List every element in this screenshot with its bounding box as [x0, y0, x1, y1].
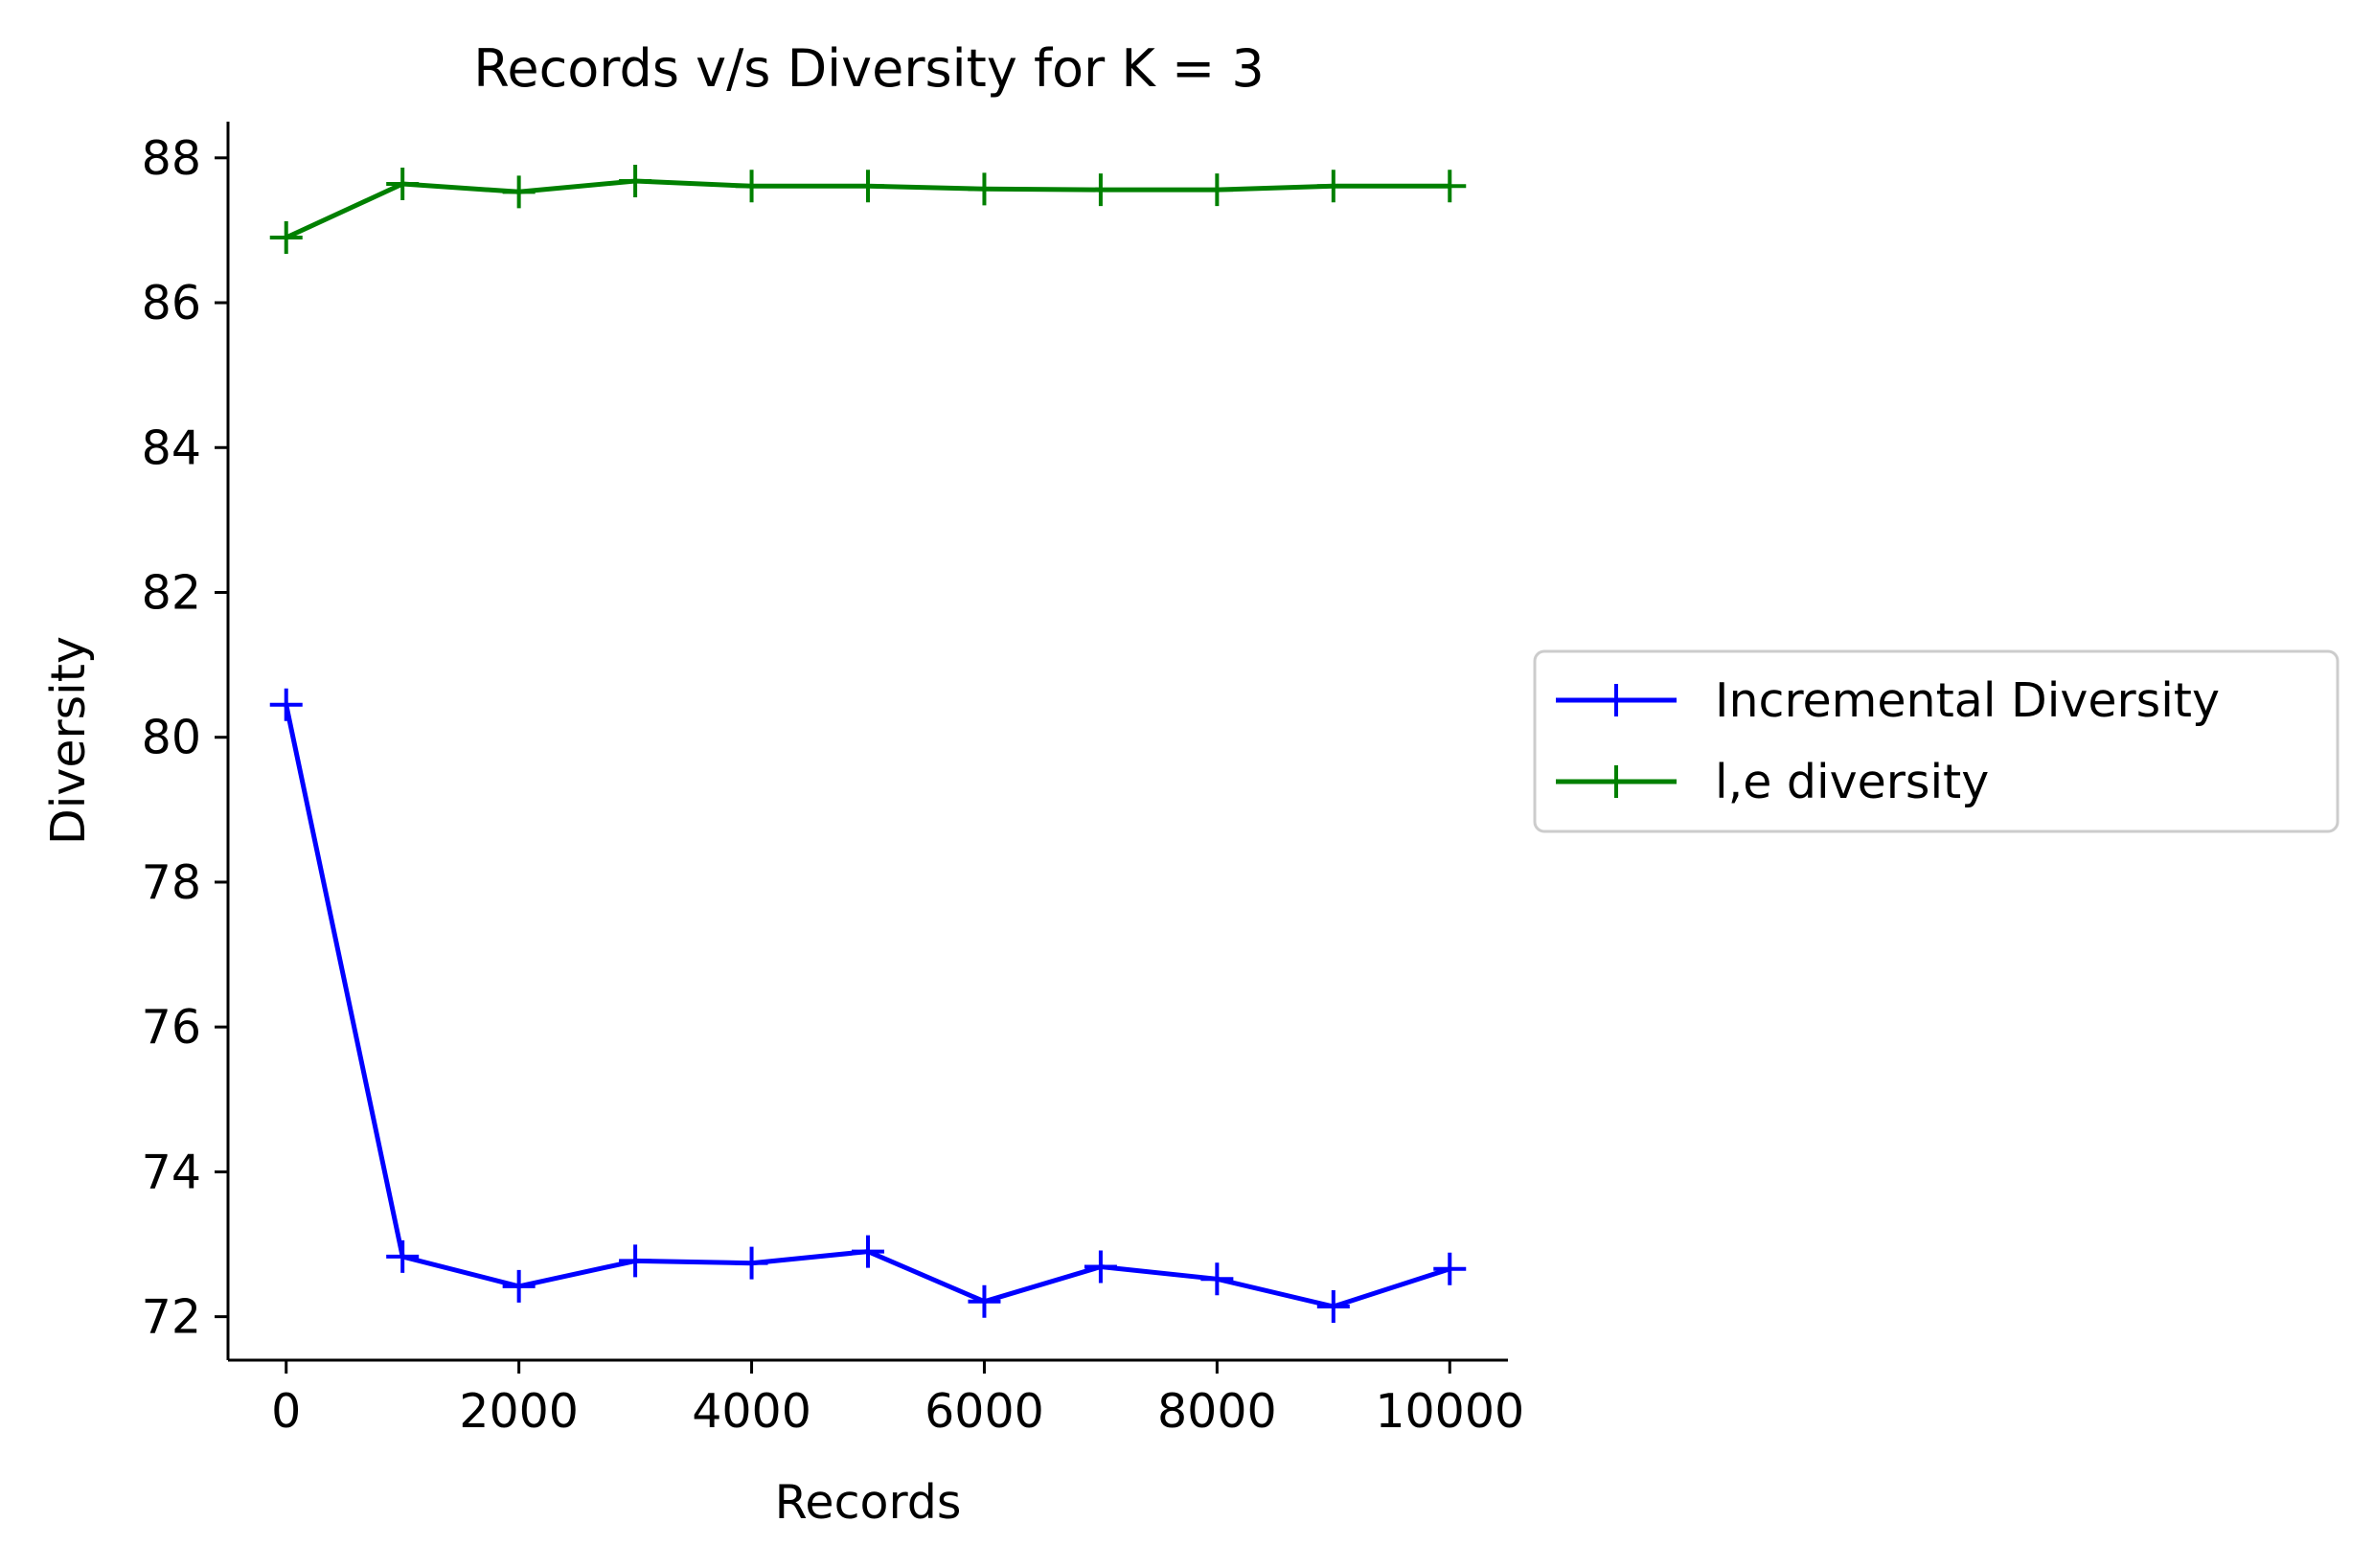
data-point: [968, 1284, 1001, 1318]
series-layer: [269, 165, 1467, 1324]
data-point: [269, 220, 303, 254]
y-tick-label: 82: [142, 565, 201, 620]
x-tick-label: 10000: [1375, 1384, 1524, 1439]
data-point: [735, 170, 768, 203]
data-point: [386, 168, 420, 201]
x-tick-label: 6000: [924, 1384, 1044, 1439]
data-point: [852, 1235, 884, 1268]
y-tick-label: 78: [142, 855, 201, 910]
y-tick-label: 86: [142, 276, 201, 330]
data-point: [968, 172, 1001, 206]
series-2: [269, 165, 1467, 254]
y-tick-label: 72: [142, 1290, 201, 1345]
legend-items: Incremental Diversity l,e diversity: [1556, 673, 2220, 809]
data-point: [1084, 173, 1117, 207]
y-axis-label: Diversity: [41, 636, 96, 845]
data-point: [1084, 1250, 1117, 1284]
data-point: [852, 170, 884, 203]
x-tick-label: 0: [271, 1384, 301, 1439]
legend-label: l,e diversity: [1715, 755, 1989, 809]
data-point: [1316, 1290, 1350, 1324]
legend-label: Incremental Diversity: [1715, 673, 2220, 728]
y-tick-label: 88: [142, 131, 201, 186]
y-tick-label: 76: [142, 1000, 201, 1055]
legend-swatch-marker: [1600, 765, 1632, 798]
data-point: [269, 688, 303, 721]
data-point: [619, 1244, 652, 1278]
data-point: [502, 175, 536, 209]
series-1: [269, 688, 1467, 1324]
data-point: [1316, 170, 1350, 203]
legend-swatch-marker: [1600, 684, 1632, 716]
series-line: [284, 704, 1451, 1309]
y-tick-label: 74: [142, 1145, 201, 1199]
x-axis-label: Records: [775, 1475, 962, 1530]
plot-area: 0 2000 4000 6000 8000 10000 72 74 76 78 80 82 84 86 8…: [142, 122, 1524, 1439]
y-tick-label: 80: [142, 711, 201, 765]
x-tick-label: 8000: [1157, 1384, 1277, 1439]
chart-title: Records v/s Diversity for K = 3: [473, 38, 1264, 99]
x-tick-label: 2000: [459, 1384, 579, 1439]
x-ticks: 0 2000 4000 6000 8000 10000: [271, 1360, 1524, 1439]
data-point: [735, 1246, 768, 1280]
data-point: [1200, 173, 1234, 207]
y-ticks: 72 74 76 78 80 82 84 86 88: [142, 131, 228, 1345]
data-point: [619, 165, 652, 198]
data-point: [502, 1269, 536, 1303]
data-point: [1200, 1262, 1234, 1296]
data-point: [1433, 1252, 1467, 1285]
x-tick-label: 4000: [692, 1384, 811, 1439]
data-point: [1433, 170, 1467, 203]
legend-item: Incremental Diversity: [1556, 673, 2220, 728]
legend: Incremental Diversity l,e diversity: [1533, 649, 2340, 833]
legend-item: l,e diversity: [1556, 755, 1989, 809]
legend-box: [1533, 649, 2340, 833]
y-tick-label: 84: [142, 420, 201, 475]
data-point: [386, 1239, 420, 1273]
